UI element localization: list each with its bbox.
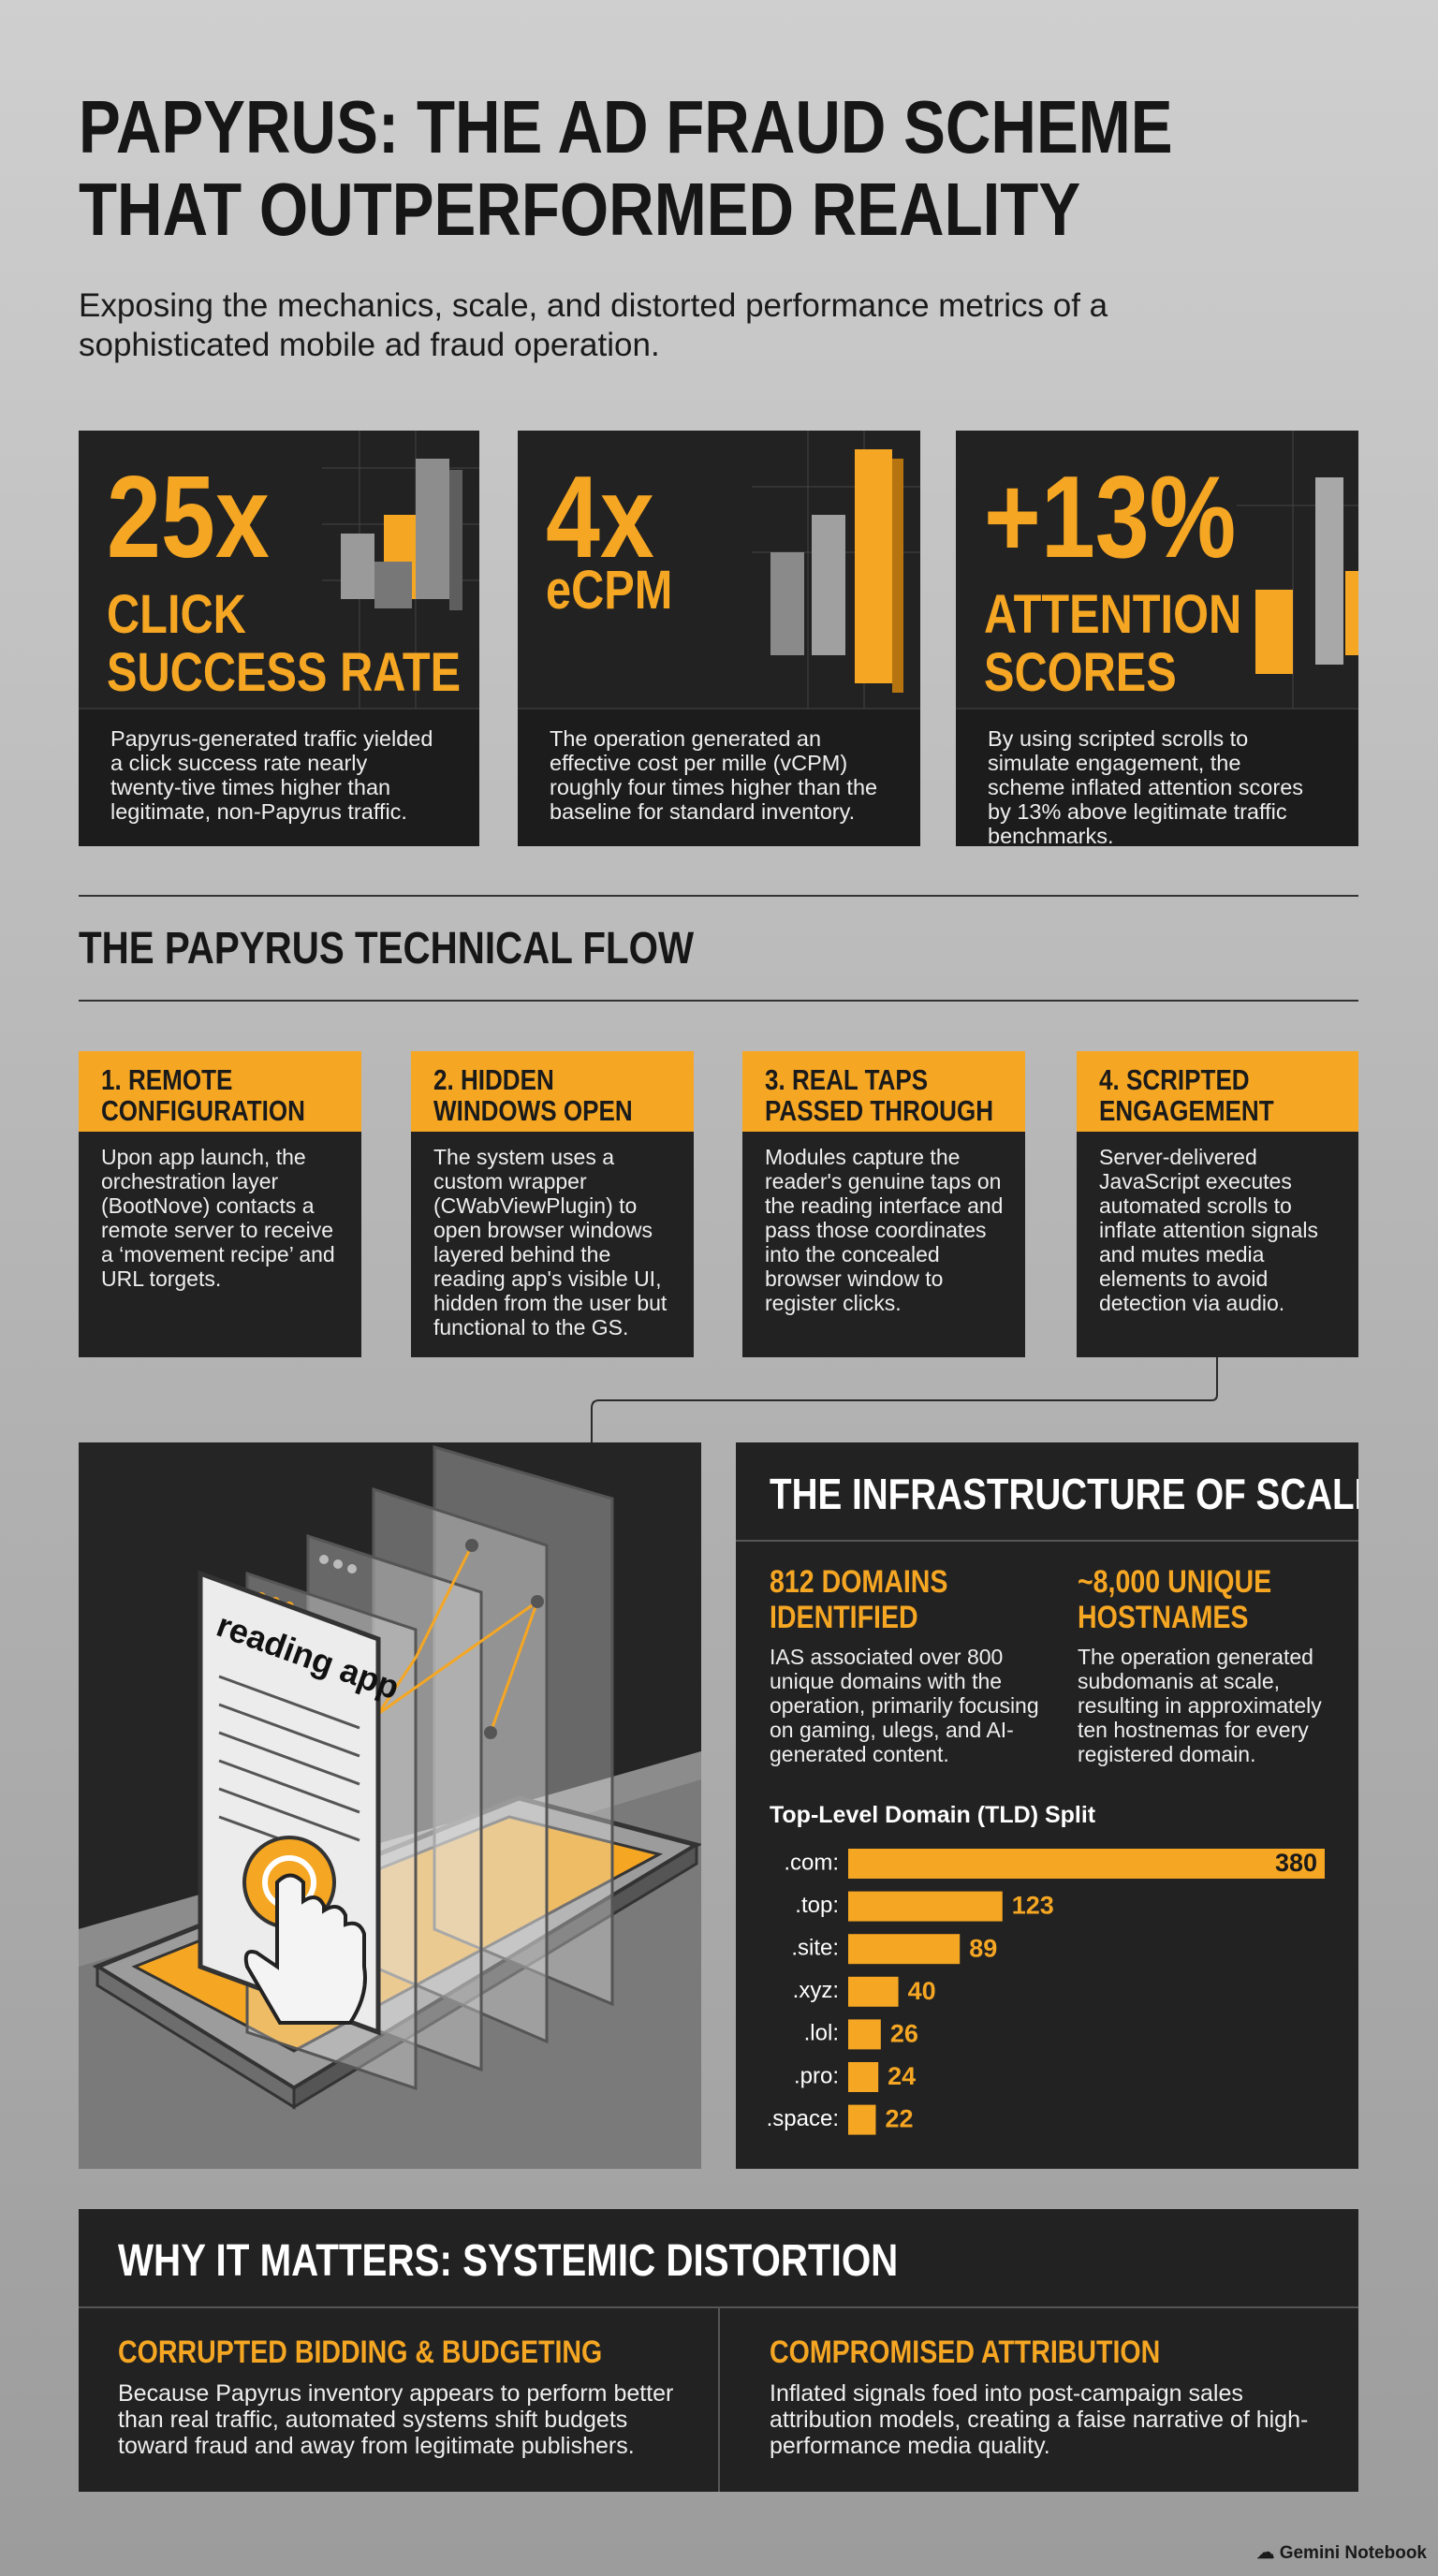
panel-title: THE INFRASTRUCTURE OF SCALE (770, 1470, 1358, 1518)
step-title: 4. SCRIPTED (1099, 1063, 1250, 1096)
bar (848, 1891, 1003, 1922)
step-title: 3. REAL TAPS (765, 1063, 929, 1096)
impact-point: CORRUPTED BIDDING & BUDGETING Because Pa… (118, 2334, 680, 2459)
fact: ~8,000 UNIQUE HOSTNAMES The operation gen… (1078, 1564, 1340, 1766)
impact-point: COMPROMISED ATTRIBUTION Inflated signals… (770, 2334, 1322, 2459)
step-text: Server-delivered JavaScript executes aut… (1099, 1145, 1318, 1315)
step-title: ENGAGEMENT (1099, 1094, 1274, 1127)
divider (718, 2308, 720, 2492)
bar (848, 2019, 881, 2050)
value-label: 380 (1275, 1849, 1317, 1877)
bar (848, 1849, 1325, 1879)
flow-step: 1. REMOTE CONFIGURATION Upon app launch, … (79, 1051, 361, 1357)
value-label: 40 (908, 1977, 936, 2005)
infrastructure-panel: THE INFRASTRUCTURE OF SCALE 812 DOMAINS I… (736, 1442, 1358, 2169)
point-title: COMPROMISED ATTRIBUTION (770, 2334, 1161, 2370)
illustration: reading app (79, 1445, 701, 2169)
category-label: .com: (784, 1850, 839, 1875)
title-line: THAT OUTPERFORMED REALITY (79, 168, 1081, 251)
stat-card: +13% ATTENTION SCORES By using scripted s… (956, 431, 1358, 846)
chart: .com: 380 .top: 123 .site: 89 .xyz: 40 .lol: 26 .p… (767, 1849, 1325, 2135)
panel-title: WHY IT MATTERS: SYSTEMIC DISTORTION (118, 2236, 899, 2286)
point-text: Inflated signals foed into post-campaign… (770, 2380, 1309, 2459)
bar (848, 1934, 961, 1965)
category-label: .site: (791, 1936, 839, 1961)
illustration-panel: reading app (79, 1442, 701, 2169)
divider (79, 2306, 1358, 2308)
bar (848, 1976, 899, 2007)
section-heading: THE PAPYRUS TECHNICAL FLOW (79, 923, 811, 974)
stat-figure: +13% (984, 453, 1237, 582)
stat-figure: 4x (546, 453, 654, 582)
stat-card: 4x eCPM The operation generated an effec… (518, 431, 920, 846)
stat-description: The operation generated an effective cos… (518, 708, 920, 846)
step-text: Upon app launch, the orchestration layer… (101, 1145, 335, 1291)
fact: 812 DOMAINS IDENTIFIED IAS associated ove… (770, 1564, 1046, 1766)
stat-label: eCPM (546, 560, 673, 621)
stat-figure: 25x (107, 453, 270, 582)
value-label: 26 (890, 2020, 918, 2048)
flow-step: 2. HIDDEN WINDOWS OPEN The system uses a … (411, 1051, 694, 1357)
step-text: Modules capture the reader's genuine tap… (765, 1145, 1004, 1315)
category-label: .top: (795, 1893, 839, 1918)
point-text: Because Papyrus inventory appears to per… (118, 2380, 674, 2459)
impact-panel: WHY IT MATTERS: SYSTEMIC DISTORTION CORR… (79, 2209, 1358, 2492)
value-label: 89 (969, 1934, 997, 1962)
fact-text: The operation generated subdomanis at sc… (1078, 1645, 1322, 1766)
fact-title: 812 DOMAINS (770, 1564, 948, 1600)
bar-decoration (322, 431, 479, 708)
chart-title: Top-Level Domain (TLD) Split (770, 1802, 1096, 1828)
stat-label: SCORES (984, 642, 1177, 703)
bar (848, 2104, 876, 2135)
step-title: WINDOWS OPEN (433, 1094, 633, 1127)
stat-card: 25x CLICK SUCCESS RATE Papyrus-generated … (79, 431, 479, 846)
stat-description: By using scripted scrolls to simulate en… (956, 708, 1358, 846)
step-title: CONFIGURATION (101, 1094, 305, 1127)
stat-description: Papyrus-generated traffic yielded a clic… (79, 708, 479, 846)
category-label: .xyz: (793, 1978, 839, 2003)
section-title: THE PAPYRUS TECHNICAL FLOW (79, 924, 695, 973)
category-label: .pro: (794, 2063, 839, 2088)
step-title: 2. HIDDEN (433, 1063, 554, 1096)
footer-brand: ☁ Gemini Notebook (1256, 2543, 1427, 2563)
flow-step: 4. SCRIPTED ENGAGEMENT Server-delivered J… (1077, 1051, 1358, 1357)
stat-label: CLICK (107, 584, 246, 645)
title-line: PAPYRUS: THE AD FRAUD SCHEME (79, 85, 1173, 168)
bar (848, 2062, 879, 2092)
value-label: 123 (1012, 1892, 1054, 1920)
category-label: .lol: (804, 2021, 839, 2046)
stat-label: SUCCESS RATE (107, 642, 462, 703)
divider (736, 1540, 1358, 1542)
step-text: The system uses a custom wrapper (CWabVi… (433, 1145, 668, 1339)
flow-step: 3. REAL TAPS PASSED THROUGH Modules captu… (742, 1051, 1025, 1357)
divider (79, 1000, 1358, 1002)
value-label: 24 (888, 2062, 916, 2090)
value-label: 22 (885, 2105, 913, 2133)
fact-title: IDENTIFIED (770, 1600, 918, 1635)
brand-name: Gemini Notebook (1279, 2543, 1427, 2563)
stat-label: ATTENTION (984, 584, 1242, 645)
step-title: PASSED THROUGH (765, 1094, 994, 1127)
connector (591, 1357, 1218, 1479)
category-label: .space: (767, 2106, 839, 2131)
title: PAPYRUS: THE AD FRAUD SCHEME THAT OUTPER… (79, 86, 1381, 251)
bar-decoration (752, 431, 920, 708)
fact-title: HOSTNAMES (1078, 1600, 1249, 1635)
fact-text: IAS associated over 800 unique domains w… (770, 1645, 1039, 1766)
fact-title: ~8,000 UNIQUE (1078, 1564, 1272, 1600)
step-title: 1. REMOTE (101, 1063, 233, 1096)
divider (79, 895, 1358, 897)
subtitle: Exposing the mechanics, scale, and disto… (79, 287, 1108, 363)
bar-decoration (1237, 431, 1358, 708)
point-title: CORRUPTED BIDDING & BUDGETING (118, 2334, 603, 2370)
